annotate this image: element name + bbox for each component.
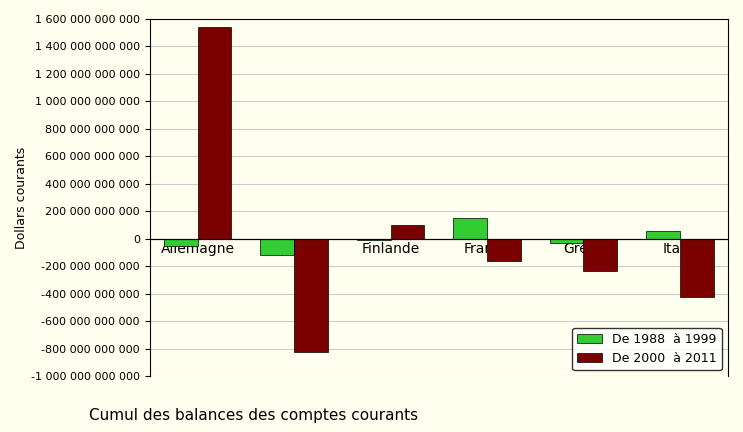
Bar [680,239,713,297]
Bar [487,239,521,261]
Bar [453,218,487,239]
Bar [550,239,583,243]
Bar [260,239,294,255]
Bar [391,225,424,239]
Y-axis label: Dollars courants: Dollars courants [15,146,28,249]
Bar [294,239,328,352]
Text: Cumul des balances des comptes courants: Cumul des balances des comptes courants [89,408,418,423]
Bar [646,231,680,239]
Bar [164,239,198,246]
Bar [198,27,232,239]
Bar [583,239,617,270]
Legend: De 1988  à 1999, De 2000  à 2011: De 1988 à 1999, De 2000 à 2011 [572,328,721,370]
Bar [357,239,391,240]
